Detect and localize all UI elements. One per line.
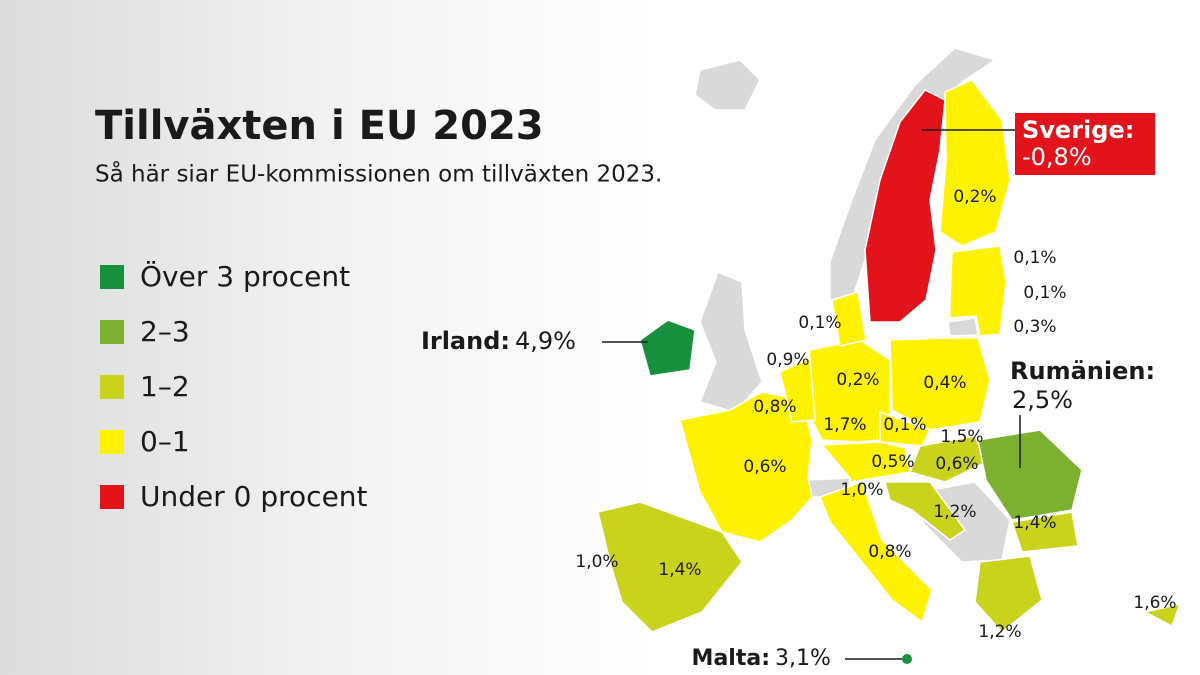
value-labels: 0,2% 0,1% 0,1% 0,3% 0,1% 0,9% 0,2% 0,4% 0,8% 1,7%…: [575, 187, 1176, 642]
uk: [698, 271, 763, 413]
legend-label: Över 3 procent: [140, 259, 350, 293]
legend-label: 2–3: [140, 315, 190, 348]
country: [864, 89, 946, 323]
country: [639, 319, 696, 377]
legend-label: 1–2: [140, 370, 190, 403]
value-label: 0,5%: [871, 452, 914, 472]
legend-swatch: [100, 320, 124, 344]
value-label: 1,4%: [1013, 513, 1056, 533]
rumanien-callout: Rumänien: 2,5%: [1010, 357, 1155, 468]
callout-name: Sverige:: [1022, 116, 1134, 144]
legend: Över 3 procent 2–3 1–2 0–1 Under 0 procent: [100, 259, 368, 513]
country: [831, 291, 867, 347]
value-label: 1,7%: [823, 415, 866, 435]
legend-swatch: [100, 375, 124, 399]
country: [909, 435, 987, 483]
legend-swatch: [100, 265, 124, 289]
country: [679, 391, 813, 543]
legend-swatch: [100, 430, 124, 454]
irland-callout: Irland: 4,9%: [421, 327, 648, 355]
country: [889, 337, 991, 431]
callout-value: 4,9%: [515, 327, 576, 355]
legend-label: 0–1: [140, 425, 190, 458]
value-label: 0,1%: [798, 313, 841, 333]
subtitle: Så här siar EU-kommissionen om tillväxte…: [95, 160, 662, 188]
value-label: 1,4%: [658, 560, 701, 580]
value-label: 0,8%: [753, 397, 796, 417]
value-label: 1,0%: [840, 480, 883, 500]
title: Tillväxten i EU 2023: [95, 103, 544, 149]
value-label: 0,6%: [743, 457, 786, 477]
country: [974, 555, 1043, 634]
legend-swatch: [100, 485, 124, 509]
malta-callout: Malta: 3,1%: [692, 646, 912, 671]
value-label: 1,5%: [940, 427, 983, 447]
value-label: 1,2%: [978, 622, 1021, 642]
value-label: 0,1%: [1013, 248, 1056, 268]
eu-countries: [597, 79, 1182, 634]
value-label: 0,8%: [868, 542, 911, 562]
value-label: 1,2%: [933, 502, 976, 522]
iceland: [694, 59, 761, 111]
country: [977, 429, 1083, 521]
country: [819, 481, 933, 624]
value-label: 0,4%: [923, 373, 966, 393]
value-label: 1,0%: [575, 552, 618, 572]
value-label: 0,1%: [883, 415, 926, 435]
value-label: 1,6%: [1133, 593, 1176, 613]
value-label: 0,6%: [935, 454, 978, 474]
callout-value: 3,1%: [775, 646, 831, 671]
value-label: 0,2%: [953, 187, 996, 207]
country: [949, 245, 1007, 337]
country: [779, 356, 816, 423]
sverige-callout: Sverige: -0,8%: [922, 113, 1155, 175]
country: [1142, 602, 1182, 628]
legend-label: Under 0 procent: [140, 480, 368, 513]
value-label: 0,2%: [836, 370, 879, 390]
country: [1011, 511, 1079, 553]
country: [884, 481, 967, 541]
country: [939, 79, 1011, 247]
callout-box: [1015, 113, 1155, 175]
callout-value: 2,5%: [1012, 386, 1073, 414]
callout-value: -0,8%: [1022, 143, 1092, 171]
callout-name: Rumänien:: [1010, 357, 1155, 385]
callout-name: Irland:: [421, 327, 510, 355]
value-label: 0,9%: [766, 350, 809, 370]
malta: [902, 654, 912, 664]
kaliningrad: [947, 317, 979, 337]
value-label: 0,3%: [1013, 317, 1056, 337]
country: [597, 501, 743, 633]
value-label: 0,1%: [1023, 283, 1066, 303]
callout-name: Malta:: [692, 646, 770, 671]
